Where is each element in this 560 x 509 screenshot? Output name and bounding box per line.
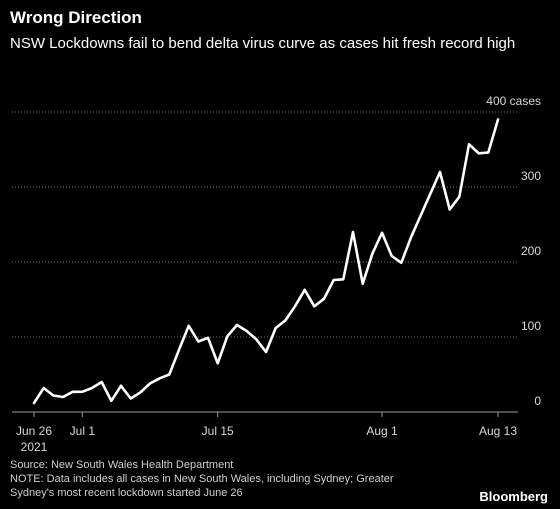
chart-title: Wrong Direction [10,8,142,27]
x-tick-sublabel: 2021 [21,440,48,454]
chart-subtitle: NSW Lockdowns fail to bend delta virus c… [10,35,516,52]
bloomberg-logo: Bloomberg [479,489,548,504]
y-tick-label: 300 [521,169,541,183]
line-chart: 0 100 200 300 400 cases Jun 26 2021 Jul 1 Jul 15… [12,94,541,454]
y-tick-label: 0 [534,394,541,408]
chart-footer: Source: New South Wales Health Departmen… [10,458,440,500]
x-tick-label: Jul 1 [70,424,96,438]
y-tick-label: 100 [521,319,541,333]
x-tick-label: Aug 1 [366,424,398,438]
series-line [32,118,500,405]
x-tick-label: Aug 13 [479,424,517,438]
x-tick-label: Jun 26 [16,424,52,438]
source-note: Source: New South Wales Health Departmen… [10,459,234,471]
data-note: NOTE: Data includes all cases in New Sou… [10,473,394,499]
x-tick-label: Jul 15 [202,424,234,438]
y-tick-label: 400 cases [486,94,541,108]
y-tick-label: 200 [521,244,541,258]
